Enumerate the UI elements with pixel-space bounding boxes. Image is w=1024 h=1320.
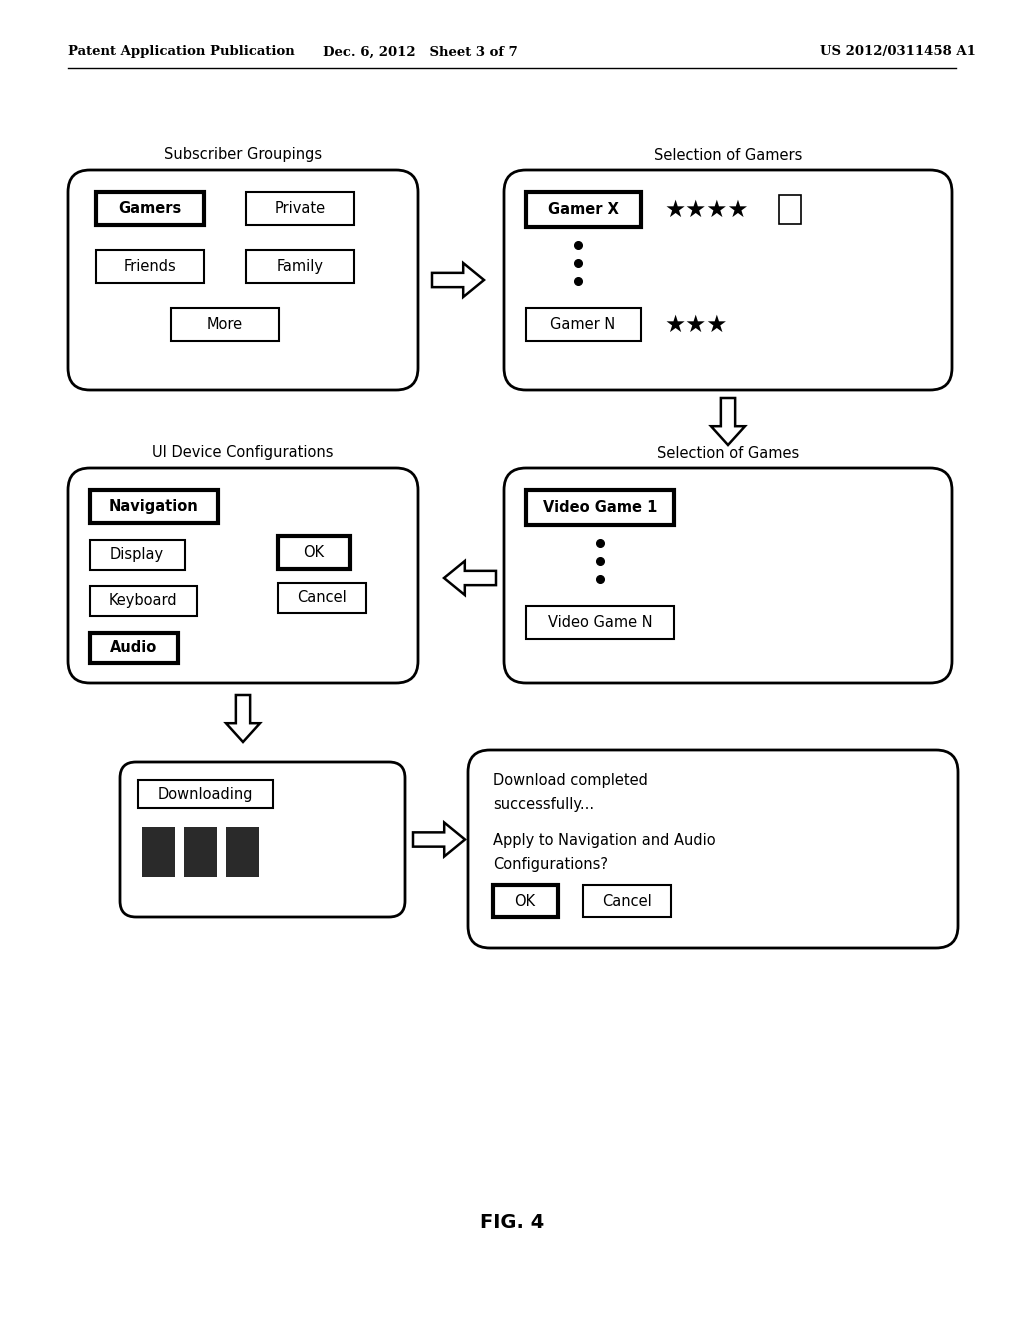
Bar: [90, 586, 197, 616]
Bar: [583, 884, 671, 917]
Text: OK: OK: [514, 894, 536, 908]
Text: FIG. 4: FIG. 4: [480, 1213, 544, 1232]
Bar: [142, 828, 175, 876]
FancyBboxPatch shape: [468, 750, 958, 948]
Bar: [90, 490, 218, 523]
Text: Gamer N: Gamer N: [550, 317, 615, 333]
Text: Cancel: Cancel: [602, 894, 652, 908]
Text: Dec. 6, 2012   Sheet 3 of 7: Dec. 6, 2012 Sheet 3 of 7: [323, 45, 517, 58]
Text: Cancel: Cancel: [297, 590, 347, 606]
Bar: [96, 249, 204, 282]
FancyBboxPatch shape: [504, 469, 952, 682]
Bar: [493, 884, 558, 917]
Text: Video Game N: Video Game N: [548, 615, 652, 630]
Text: ★★★★: ★★★★: [664, 198, 749, 222]
Text: successfully...: successfully...: [493, 797, 594, 813]
Bar: [226, 828, 259, 876]
Polygon shape: [413, 822, 465, 857]
Bar: [278, 583, 366, 612]
Text: Subscriber Groupings: Subscriber Groupings: [164, 148, 323, 162]
Bar: [779, 195, 801, 224]
Bar: [96, 191, 204, 224]
Text: Video Game 1: Video Game 1: [543, 500, 657, 515]
Text: Navigation: Navigation: [110, 499, 199, 513]
Text: Apply to Navigation and Audio: Apply to Navigation and Audio: [493, 833, 716, 847]
Bar: [526, 308, 641, 341]
Text: Gamers: Gamers: [119, 201, 181, 216]
Bar: [526, 606, 674, 639]
Text: Configurations?: Configurations?: [493, 858, 608, 873]
Text: Download completed: Download completed: [493, 772, 648, 788]
Text: UI Device Configurations: UI Device Configurations: [153, 446, 334, 461]
FancyBboxPatch shape: [120, 762, 406, 917]
Text: Patent Application Publication: Patent Application Publication: [68, 45, 295, 58]
Polygon shape: [432, 263, 484, 297]
Text: Selection of Games: Selection of Games: [656, 446, 799, 461]
Bar: [90, 634, 178, 663]
Text: US 2012/0311458 A1: US 2012/0311458 A1: [820, 45, 976, 58]
Polygon shape: [444, 561, 496, 595]
Text: Friends: Friends: [124, 259, 176, 275]
Bar: [278, 536, 350, 569]
Text: Display: Display: [110, 548, 164, 562]
Bar: [171, 308, 279, 341]
FancyBboxPatch shape: [504, 170, 952, 389]
Text: Gamer X: Gamer X: [548, 202, 618, 216]
FancyBboxPatch shape: [68, 170, 418, 389]
Text: OK: OK: [303, 545, 325, 560]
Text: Downloading: Downloading: [158, 787, 253, 801]
Text: Family: Family: [276, 259, 324, 275]
Bar: [526, 490, 674, 525]
Polygon shape: [226, 696, 260, 742]
Text: Selection of Gamers: Selection of Gamers: [653, 148, 802, 162]
Bar: [526, 191, 641, 227]
Text: Private: Private: [274, 201, 326, 216]
Text: ★★★: ★★★: [664, 313, 727, 337]
Text: Keyboard: Keyboard: [109, 594, 177, 609]
Bar: [184, 828, 217, 876]
Text: More: More: [207, 317, 243, 333]
FancyBboxPatch shape: [68, 469, 418, 682]
Bar: [246, 249, 354, 282]
Text: Audio: Audio: [111, 640, 158, 656]
Polygon shape: [711, 399, 745, 445]
Bar: [138, 780, 273, 808]
Bar: [246, 191, 354, 224]
Bar: [90, 540, 185, 570]
